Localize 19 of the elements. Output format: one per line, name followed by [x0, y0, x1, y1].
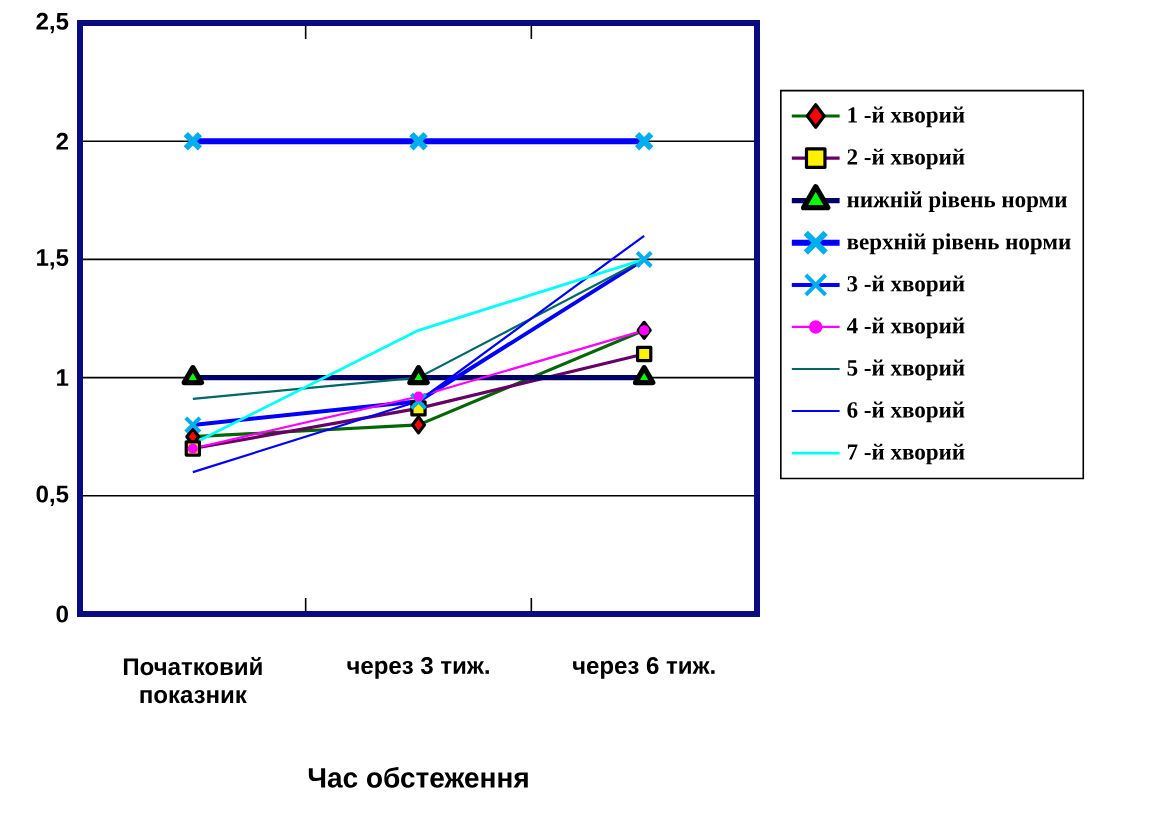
legend-label: 7 -й хворий	[847, 443, 965, 465]
x-tick-label: Початковий показник	[123, 657, 262, 704]
legend-label: 1 -й хворий	[848, 106, 965, 128]
y-tick-label: 2,5	[36, 12, 69, 34]
legend-label: 2 -й хворий	[847, 148, 965, 170]
legend-label: 4 -й хворий	[846, 317, 965, 339]
y-tick-label: 1	[57, 369, 69, 386]
legend-label: 6 -й хворий	[847, 401, 965, 423]
y-tick-label: 0,5	[36, 485, 69, 507]
legend-label: верхній рівень норми	[847, 233, 1071, 255]
legend-label: 3 -й хворий	[847, 275, 965, 297]
y-tick-label: 0	[56, 605, 68, 623]
y-tick-label: 2	[56, 132, 68, 150]
y-tick-label: 1,5	[37, 249, 69, 270]
legend-label: нижній рівень норми	[847, 191, 1067, 213]
x-tick-label: через 3 тиж.	[347, 657, 489, 679]
x-tick-label: через 6 тиж.	[573, 657, 715, 679]
legend-label: 5 -й хворий	[847, 359, 965, 381]
x-axis-title: Час обстеження	[308, 766, 528, 788]
